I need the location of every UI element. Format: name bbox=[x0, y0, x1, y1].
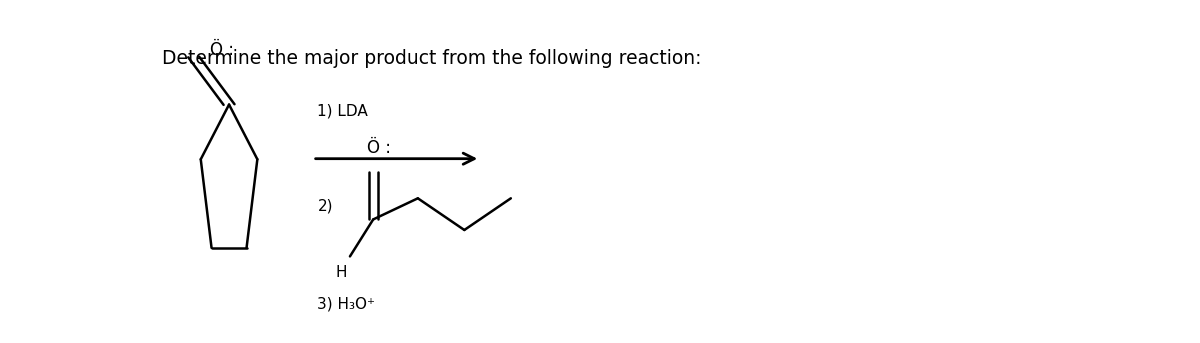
Text: H: H bbox=[336, 265, 347, 280]
Text: Ö :: Ö : bbox=[210, 42, 234, 59]
Text: Ö :: Ö : bbox=[367, 139, 391, 157]
Text: 3) H₃O⁺: 3) H₃O⁺ bbox=[317, 296, 376, 311]
Text: Determine the major product from the following reaction:: Determine the major product from the fol… bbox=[162, 49, 702, 68]
Text: 1) LDA: 1) LDA bbox=[317, 104, 368, 119]
Text: 2): 2) bbox=[317, 199, 332, 214]
